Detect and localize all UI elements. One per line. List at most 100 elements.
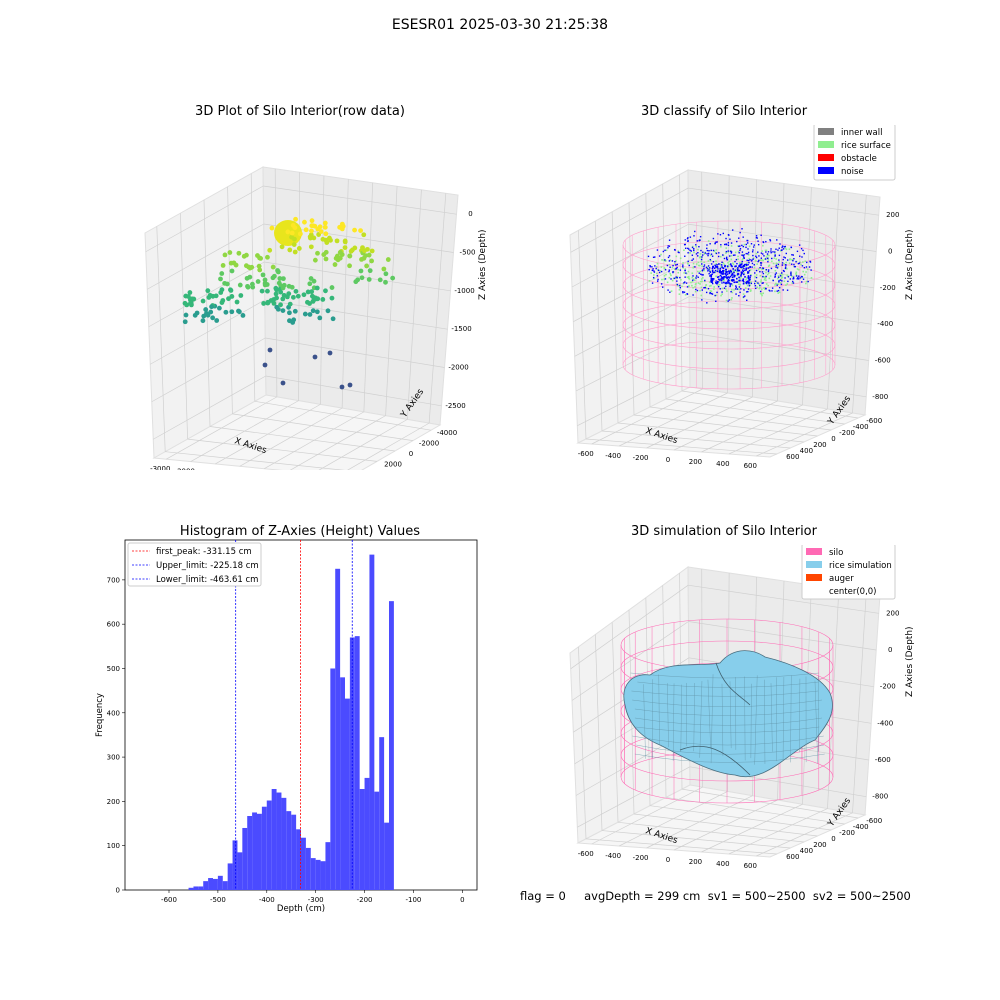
rice-surface-point — [697, 261, 700, 264]
rice-surface-point — [723, 279, 726, 281]
noise-point — [744, 269, 746, 272]
classify-3d-scatter-plot[interactable]: -600 -400 -200 0 200 400 6006004002000-200-400… — [520, 125, 940, 470]
grid-line — [594, 634, 603, 831]
data-point — [280, 285, 286, 291]
noise-point — [725, 268, 728, 271]
noise-point — [728, 282, 730, 284]
noise-point — [784, 245, 786, 248]
simulation-3d-surface-plot[interactable]: -600 -400 -200 0 200 400 6006004002000-200-400… — [520, 545, 940, 875]
noise-point — [723, 275, 726, 278]
rice-surface-point — [670, 274, 672, 277]
noise-point — [710, 280, 713, 283]
rice-surface-point — [802, 261, 804, 263]
histogram-bar — [384, 822, 389, 890]
noise-point — [755, 276, 758, 279]
y-tick-label: 200 — [813, 441, 826, 449]
data-point — [329, 295, 335, 301]
rice-surface-point — [699, 270, 702, 273]
histogram-bar — [305, 847, 311, 890]
rice-surface-point — [739, 277, 741, 280]
rice-surface-point — [692, 262, 695, 265]
noise-point — [747, 251, 750, 254]
data-point — [323, 231, 329, 237]
noise-point — [728, 299, 731, 301]
noise-point — [737, 267, 739, 269]
noise-point — [712, 265, 714, 268]
noise-point — [727, 250, 729, 252]
raw-3d-scatter-plot[interactable]: -3000-2000-10000100020003000400040002000… — [100, 125, 500, 470]
noise-point — [779, 275, 782, 277]
data-point — [347, 263, 352, 269]
noise-point — [722, 277, 725, 279]
rice-surface-point — [721, 287, 724, 290]
z-tick-label: 0 — [888, 646, 892, 654]
noise-point — [776, 290, 778, 292]
noise-point — [706, 249, 709, 252]
noise-point — [784, 267, 787, 270]
noise-point — [768, 289, 770, 292]
noise-point — [729, 263, 732, 265]
noise-point — [787, 280, 789, 283]
noise-point — [693, 248, 695, 250]
noise-point — [781, 264, 784, 266]
noise-point — [704, 279, 706, 282]
noise-point — [760, 262, 762, 264]
grid-line — [611, 211, 619, 424]
noise-point — [803, 266, 806, 269]
data-point — [226, 296, 231, 302]
data-point — [273, 285, 279, 291]
noise-point — [765, 269, 768, 271]
grid-line — [578, 230, 587, 440]
simulation-3d-tick-labels: -600 -400 -200 0 200 400 6006004002000-200-400… — [578, 609, 900, 870]
noise-point — [711, 269, 714, 272]
grid-line — [254, 400, 432, 431]
noise-point — [715, 241, 717, 243]
legend-swatch-rice-surface — [818, 141, 834, 148]
histogram-bar — [315, 859, 321, 890]
data-point — [361, 255, 367, 261]
rice-surface-point — [767, 259, 770, 261]
data-point — [291, 317, 297, 323]
noise-point — [749, 259, 751, 261]
noise-point — [683, 282, 685, 284]
data-point — [321, 252, 327, 257]
noise-point — [674, 261, 676, 263]
noise-point — [678, 251, 680, 254]
data-point — [257, 267, 263, 273]
noise-point — [727, 234, 730, 236]
rice-surface-point — [722, 262, 725, 264]
grid-line — [681, 390, 859, 419]
noise-point — [750, 274, 752, 277]
data-point — [290, 222, 296, 228]
rice-surface-point — [737, 255, 739, 258]
histogram-bar — [208, 878, 213, 890]
noise-point — [728, 271, 731, 273]
noise-point — [745, 263, 748, 266]
noise-point — [710, 275, 713, 278]
grid-line — [701, 171, 703, 390]
noise-point — [782, 269, 785, 272]
histogram-bar — [335, 568, 341, 890]
noise-point — [723, 287, 726, 289]
surface-mesh-line — [744, 676, 746, 761]
rice-surface-point — [720, 294, 722, 297]
y-tick-label: -200 — [839, 429, 855, 437]
rice-surface-point — [737, 250, 740, 253]
x-tick-label: 0 — [460, 896, 464, 904]
rice-surface-point — [715, 260, 717, 263]
rice-surface-point — [761, 250, 763, 252]
noise-point — [801, 276, 803, 278]
data-point — [366, 252, 372, 258]
y-tick-label: 400 — [800, 847, 813, 855]
data-point — [320, 297, 326, 302]
rice-surface-point — [775, 282, 777, 285]
noise-point — [754, 285, 757, 287]
noise-point — [739, 231, 741, 234]
z-tick-label: -1000 — [454, 287, 474, 295]
noise-point — [656, 275, 659, 277]
rice-surface-point — [697, 270, 699, 273]
histogram-bar — [237, 852, 243, 890]
depth-histogram[interactable]: -600 -500 -400 -300 -200 -100 0 0 100 200 300 400 50… — [85, 535, 490, 920]
grid-line — [689, 368, 867, 398]
noise-point — [782, 289, 784, 291]
